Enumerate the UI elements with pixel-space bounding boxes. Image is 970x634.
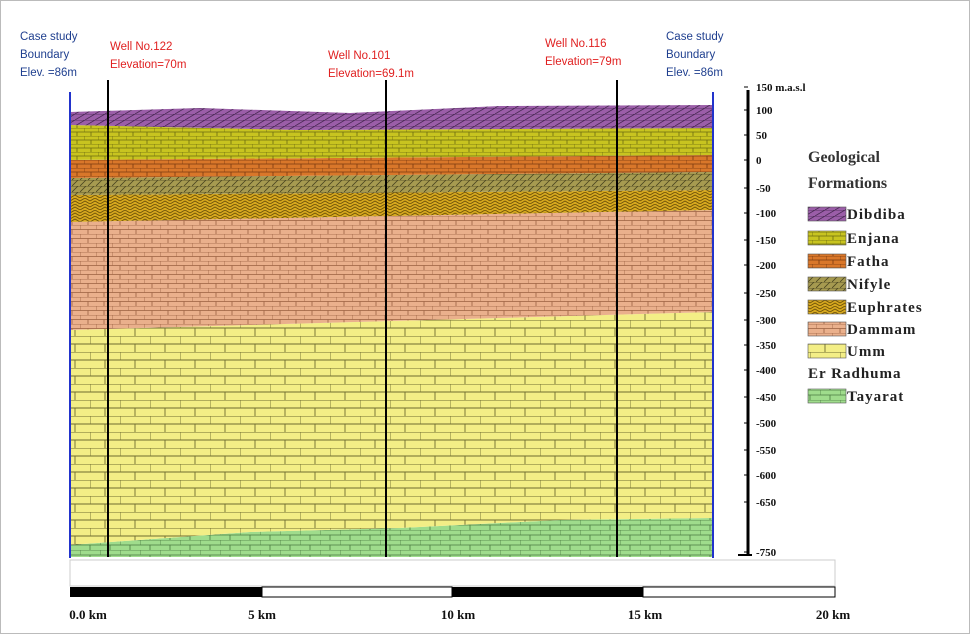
legend-title: Formations <box>808 175 887 192</box>
legend-label: Enjana <box>847 231 900 247</box>
legend-label: Fatha <box>847 254 890 270</box>
page: {"boundary_left": {"lines": ["Case study… <box>0 0 970 634</box>
legend-swatch <box>808 207 846 221</box>
scale-segment <box>70 587 262 597</box>
cross-section-figure: Case study Boundary Elev. =86m Case stud… <box>0 0 970 634</box>
legend-label: Nifyle <box>847 277 891 293</box>
right-boundary-label: Case study Boundary Elev. =86m <box>666 31 724 79</box>
elevation-tick-label: -400 <box>756 365 777 377</box>
legend-swatch <box>808 231 846 245</box>
elevation-tick-label: -650 <box>756 497 777 509</box>
scale-segment <box>452 587 643 597</box>
legend-swatch <box>808 300 846 314</box>
label-line: Elev. =86m <box>666 67 723 79</box>
elevation-tick-label: 100 <box>756 105 773 117</box>
elevation-tick-label: -500 <box>756 418 777 430</box>
well-elevation: Elevation=79m <box>545 56 621 68</box>
baseline-strip <box>70 560 835 586</box>
elevation-tick-label: -450 <box>756 392 777 404</box>
scale-label: 20 km <box>816 607 850 622</box>
elevation-tick-label: -150 <box>756 235 777 247</box>
elevation-tick-label: -100 <box>756 208 777 220</box>
elevation-tick-label: -750 <box>756 547 777 559</box>
elevation-tick-label: -600 <box>756 470 777 482</box>
elevation-tick-label: -350 <box>756 340 777 352</box>
elevation-tick-label: -550 <box>756 445 777 457</box>
legend-label: Dammam <box>847 322 916 338</box>
legend-swatch <box>808 322 846 336</box>
legend-title: Geological <box>808 149 881 166</box>
elevation-tick-label: -200 <box>756 260 777 272</box>
scale-label: 5 km <box>248 607 276 622</box>
legend-label: Er Radhuma <box>808 366 902 382</box>
label-line: Boundary <box>20 49 69 61</box>
scale-label: 15 km <box>628 607 662 622</box>
elevation-tick-label: -300 <box>756 315 777 327</box>
left-boundary-label: Case study Boundary Elev. =86m <box>20 31 78 79</box>
label-line: Case study <box>20 31 78 43</box>
legend-swatch <box>808 344 846 358</box>
scale-segment <box>643 587 835 597</box>
scale-label: 0.0 km <box>69 607 107 622</box>
well-elevation: Elevation=69.1m <box>328 68 414 80</box>
label-line: Case study <box>666 31 724 43</box>
well-name: Well No.101 <box>328 50 390 62</box>
legend-label: Tayarat <box>847 389 904 405</box>
legend-label: Umm <box>847 344 886 360</box>
legend-swatch <box>808 254 846 268</box>
well-elevation: Elevation=70m <box>110 59 186 71</box>
elevation-tick-label: -250 <box>756 288 777 300</box>
well-name: Well No.122 <box>110 41 172 53</box>
legend-swatch <box>808 277 846 291</box>
elevation-tick-label: 150 m.a.s.l <box>756 82 806 94</box>
elevation-tick-label: -50 <box>756 183 771 195</box>
legend-swatch <box>808 389 846 403</box>
label-line: Boundary <box>666 49 715 61</box>
well-name: Well No.116 <box>545 38 607 50</box>
elevation-tick-label: 0 <box>756 155 762 167</box>
scale-segment <box>262 587 452 597</box>
legend-label: Euphrates <box>847 300 923 316</box>
scale-label: 10 km <box>441 607 475 622</box>
elevation-tick-label: 50 <box>756 130 768 142</box>
legend-label: Dibdiba <box>847 207 906 223</box>
label-line: Elev. =86m <box>20 67 77 79</box>
